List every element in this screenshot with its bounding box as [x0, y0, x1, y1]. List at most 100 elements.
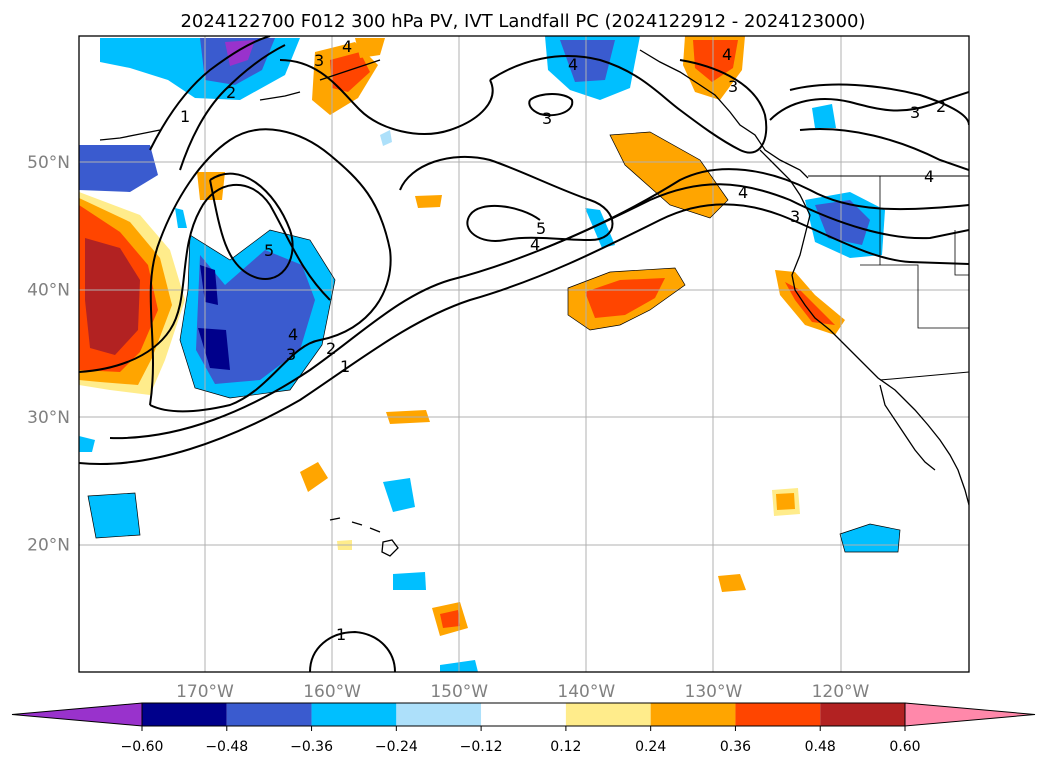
contour-label: 5	[536, 219, 546, 238]
lon-tick-label: 120°W	[812, 682, 870, 702]
lat-tick-label: 20°N	[27, 536, 70, 556]
colorbar-segment	[226, 703, 312, 726]
map-frame	[78, 35, 970, 673]
neg-region-west-23n	[88, 493, 140, 538]
neg-region-west-edge-28n	[79, 436, 95, 452]
pos-region-14n-core	[440, 610, 460, 628]
colorbar-segment	[142, 703, 227, 726]
pos-region-25n	[300, 462, 328, 492]
colorbar-tick-label: −0.48	[205, 739, 248, 755]
contour-label: 1	[336, 625, 346, 644]
contour-label: 3	[286, 345, 296, 364]
contour-east-inner	[769, 91, 969, 121]
colorbar-extend-low	[11, 702, 143, 727]
lon-tick-label: 130°W	[685, 682, 743, 702]
contour-label: 3	[728, 77, 738, 96]
lon-tick-label: 150°W	[430, 682, 488, 702]
contour-labels: 1 2 3 4 5 3 4 2 1 4 3 4 3 2 4 3 1 5 4 4	[180, 37, 946, 644]
colorbar-tick-label: 0.36	[720, 739, 751, 755]
pos-region-west-big-core	[85, 238, 140, 355]
neg-region-hawaii-s	[393, 572, 426, 590]
pos-region-23n-east-core	[776, 493, 795, 510]
pv-contours	[79, 36, 969, 672]
colorbar-segment	[735, 703, 821, 726]
lon-tick-label: 160°W	[303, 682, 361, 702]
neg-region-small-160w	[380, 130, 392, 146]
neg-region-central-low-deep2	[198, 328, 230, 370]
pos-region-17n	[718, 574, 746, 592]
outline-ne-pacific	[609, 131, 729, 219]
contour-small-3	[528, 93, 574, 117]
colorbar-tick-label: 0.48	[805, 739, 836, 755]
contour-label: 2	[936, 97, 946, 116]
map-panel: 1 2 3 4 5 3 4 2 1 4 3 4 3 2 4 3 1 5 4 4	[78, 35, 970, 673]
colorbar: −0.60 −0.48 −0.36 −0.24 −0.12 0.12 0.24 0.36 0.4…	[11, 702, 1036, 755]
neg-region-gulf-alaska-core	[560, 40, 615, 82]
neg-region-small-145w	[585, 208, 615, 248]
outline-west-23n	[87, 492, 141, 539]
coast-us-west	[791, 214, 969, 506]
contour-2-northwest	[179, 44, 286, 171]
contour-3-main	[149, 128, 392, 413]
colorbar-segment	[396, 703, 482, 726]
border-us-mexico	[879, 371, 969, 381]
contour-label: 4	[924, 167, 934, 186]
map-title: 2024122700 F012 300 hPa PV, IVT Landfall…	[180, 11, 865, 32]
lat-tick-label: 50°N	[27, 153, 70, 173]
contour-1-south	[309, 630, 396, 672]
outline-central-pacific	[567, 267, 686, 331]
colorbar-frame	[141, 702, 906, 727]
contour-label: 4	[288, 325, 298, 344]
neg-region-west-mid	[79, 145, 158, 192]
neg-region-hawaii-ne	[383, 478, 415, 512]
longitude-axis: 170°W 160°W 150°W 140°W 130°W 120°W	[176, 682, 869, 702]
anomaly-outlines	[87, 131, 901, 553]
contour-5-central	[209, 172, 294, 280]
contour-label: 4	[568, 55, 578, 74]
neg-region-small-slant	[175, 208, 187, 228]
pos-region-small-155w	[415, 195, 442, 208]
contour-label: 4	[530, 235, 540, 254]
contour-label: 4	[342, 37, 352, 56]
colorbar-segment	[481, 703, 566, 726]
pos-region-ne-pacific	[610, 132, 728, 218]
colorbar-segment	[650, 703, 736, 726]
contour-label: 3	[314, 51, 324, 70]
contour-label: 4	[738, 183, 748, 202]
colorbar-tick-label: 0.60	[889, 739, 920, 755]
lat-tick-label: 40°N	[27, 281, 70, 301]
coast-hawaii	[329, 517, 399, 557]
contour-label: 5	[264, 241, 274, 260]
neg-region-bc-small	[812, 104, 836, 128]
latitude-axis: 50°N 40°N 30°N 20°N	[27, 153, 70, 556]
outline-central-low	[179, 229, 336, 399]
contour-label: 1	[340, 357, 350, 376]
pos-region-aleutian-east	[355, 38, 385, 58]
colorbar-extend-high	[904, 702, 1036, 727]
pos-region-central-pacific-core	[585, 278, 665, 318]
colorbar-tick-label: −0.24	[375, 739, 418, 755]
contour-label: 3	[790, 207, 800, 226]
coast-baja	[879, 384, 936, 471]
colorbar-segment	[820, 703, 905, 726]
pos-region-alaska-panhandle-core	[693, 40, 738, 82]
contour-label: 4	[722, 45, 732, 64]
contour-label: 2	[226, 83, 236, 102]
colorbar-tick-label: 0.12	[550, 739, 581, 755]
contour-1-northwest	[149, 36, 271, 151]
lon-tick-label: 170°W	[176, 682, 234, 702]
lon-tick-label: 140°W	[557, 682, 615, 702]
contour-central-loop	[399, 155, 614, 242]
outline-east-20n	[839, 523, 901, 553]
colorbar-tick-label: −0.36	[290, 739, 333, 755]
lat-tick-label: 30°N	[27, 408, 70, 428]
contour-label: 3	[910, 103, 920, 122]
contour-3-north	[279, 59, 494, 135]
contour-label: 2	[326, 339, 336, 358]
colorbar-tick-label: −0.12	[460, 739, 503, 755]
border-states	[860, 176, 969, 329]
pos-region-aleutian-core	[330, 52, 370, 92]
contour-label: 1	[180, 107, 190, 126]
coast-alaska-aleutians	[99, 59, 381, 141]
